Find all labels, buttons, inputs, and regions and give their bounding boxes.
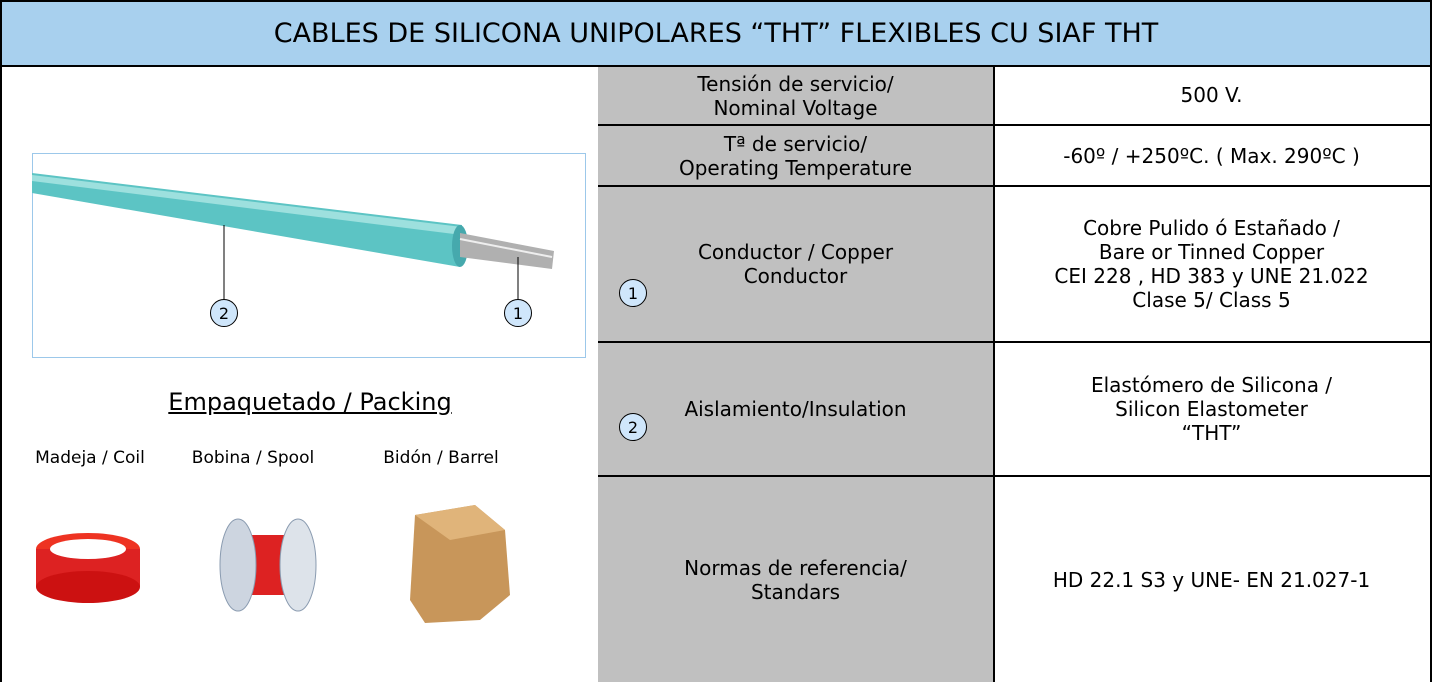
value-line: Silicon Elastometer bbox=[1115, 397, 1308, 421]
label-line: Conductor / Copper bbox=[697, 240, 894, 264]
label-line: Normas de referencia/ bbox=[684, 555, 907, 580]
label-line: Conductor bbox=[743, 264, 848, 288]
label-line: Nominal Voltage bbox=[713, 95, 878, 120]
header-title: CABLES DE SILICONA UNIPOLARES “THT” FLEX… bbox=[0, 0, 1432, 67]
label-cell: Normas de referencia/Standars bbox=[598, 477, 995, 682]
callout: 1 bbox=[504, 299, 532, 327]
row-marker: 1 bbox=[619, 279, 647, 307]
value-line: Clase 5/ Class 5 bbox=[1132, 288, 1291, 312]
row-marker: 2 bbox=[619, 413, 647, 441]
label-cell: Tensión de servicio/Nominal Voltage bbox=[598, 65, 995, 126]
value-cell: 500 V. bbox=[993, 65, 1432, 126]
value-cell: HD 22.1 S3 y UNE- EN 21.027-1 bbox=[993, 477, 1432, 682]
label-cell: Aislamiento/Insulation bbox=[598, 343, 995, 477]
label-line: Aislamiento/Insulation bbox=[684, 397, 907, 421]
packing-item: Bidón / Barrel bbox=[383, 448, 499, 468]
packing-item: Madeja / Coil bbox=[35, 448, 145, 468]
value-line: HD 22.1 S3 y UNE- EN 21.027-1 bbox=[1052, 567, 1371, 592]
value-cell: Elastómero de Silicona / Silicon Elastome… bbox=[993, 343, 1432, 477]
label-line: Tª de servicio/ bbox=[723, 131, 868, 156]
callout: 2 bbox=[210, 299, 238, 327]
label-line: Operating Temperature bbox=[678, 155, 913, 180]
packing-images bbox=[36, 505, 510, 623]
packing-item: Bobina / Spool bbox=[191, 448, 315, 468]
value-line: Cobre Pulido ó Estañado / bbox=[1083, 216, 1340, 240]
label-cell: Tª de servicio/Operating Temperature bbox=[598, 126, 995, 187]
value-line: 500 V. bbox=[1180, 82, 1243, 107]
label-line: Tensión de servicio/ bbox=[697, 71, 894, 96]
value-cell: -60º / +250ºC. ( Max. 290ºC ) bbox=[993, 126, 1432, 187]
label-line: Standars bbox=[750, 579, 841, 604]
value-line: Bare or Tinned Copper bbox=[1098, 240, 1325, 264]
cable-image bbox=[32, 153, 586, 358]
value-line: “THT” bbox=[1181, 421, 1242, 445]
packing-title: Empaquetado / Packing bbox=[168, 388, 452, 416]
value-line: Elastómero de Silicona / bbox=[1090, 373, 1333, 397]
value-cell: Cobre Pulido ó Estañado / Bare or Tinned … bbox=[993, 187, 1432, 343]
label-cell: Conductor / Copper Conductor bbox=[598, 187, 995, 343]
value-line: CEI 228 , HD 383 y UNE 21.022 bbox=[1054, 264, 1369, 288]
value-line: -60º / +250ºC. ( Max. 290ºC ) bbox=[1063, 143, 1360, 168]
